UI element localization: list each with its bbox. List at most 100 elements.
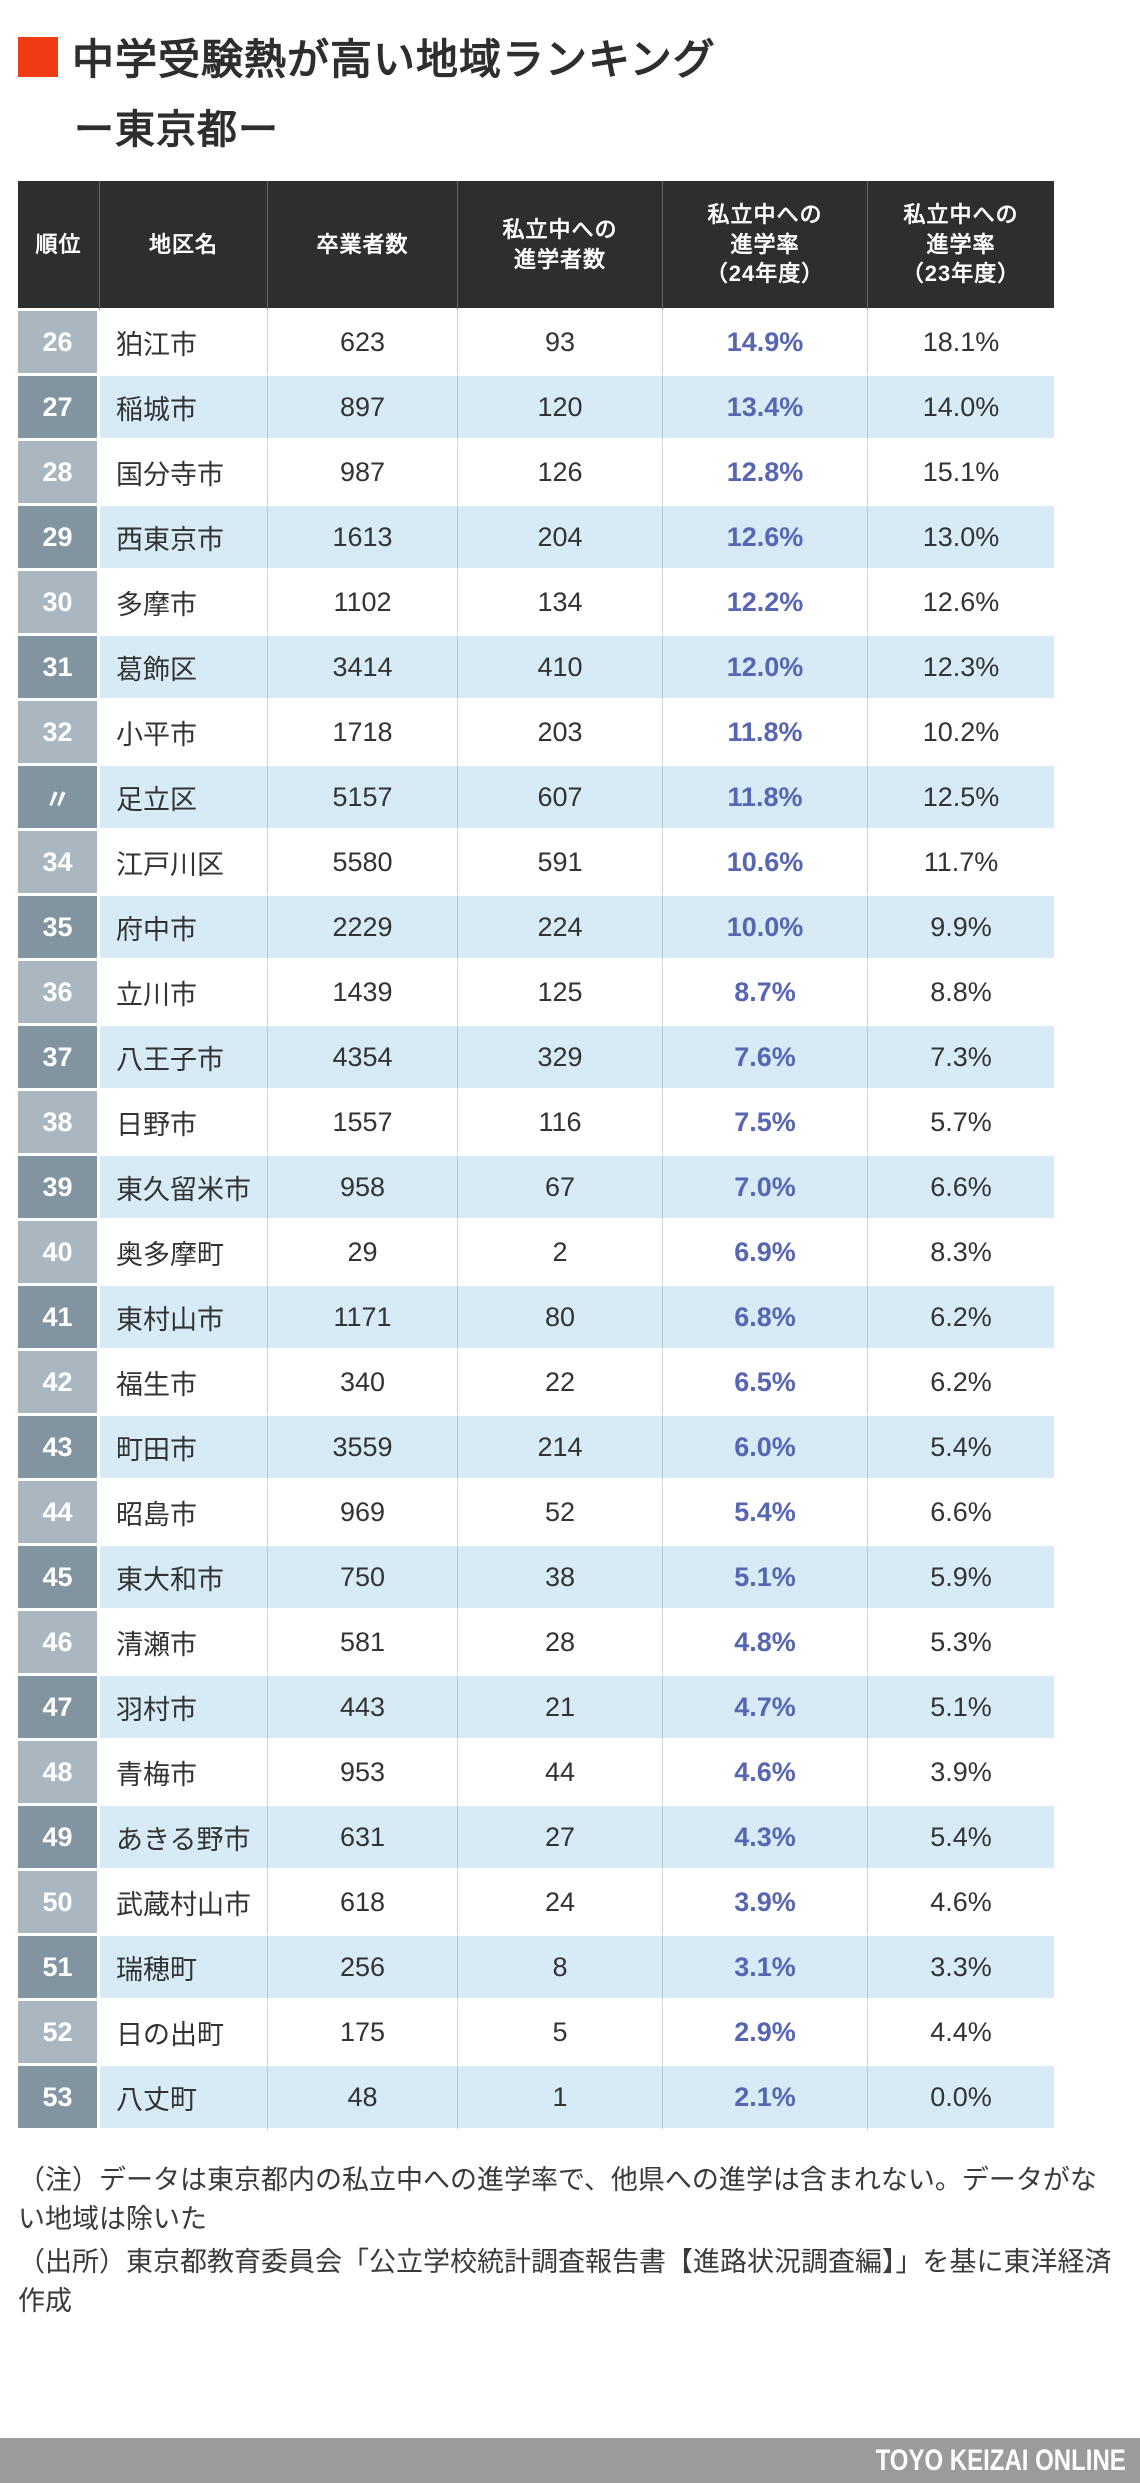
cell-rank: 27 (18, 376, 100, 441)
cell-district: 葛飾区 (100, 636, 268, 701)
cell-rank: 51 (18, 1936, 100, 2001)
cell-graduates: 29 (268, 1221, 458, 1286)
cell-graduates: 897 (268, 376, 458, 441)
cell-rank: 26 (18, 311, 100, 376)
cell-advancers: 22 (458, 1351, 663, 1416)
note-line: （出所）東京都教育委員会「公立学校統計調査報告書【進路状況調査編】」を基に東洋経… (18, 2247, 1112, 2317)
cell-rate23: 14.0% (868, 376, 1054, 441)
cell-advancers: 21 (458, 1676, 663, 1741)
cell-advancers: 591 (458, 831, 663, 896)
cell-rank: 28 (18, 441, 100, 506)
cell-advancers: 126 (458, 441, 663, 506)
cell-rate23: 5.7% (868, 1091, 1054, 1156)
cell-district: あきる野市 (100, 1806, 268, 1871)
cell-rate24: 7.6% (663, 1026, 868, 1091)
cell-rank: 37 (18, 1026, 100, 1091)
cell-rank: 30 (18, 571, 100, 636)
cell-graduates: 4354 (268, 1026, 458, 1091)
cell-graduates: 48 (268, 2066, 458, 2131)
cell-rank: 44 (18, 1481, 100, 1546)
cell-graduates: 2229 (268, 896, 458, 961)
cell-rate24: 6.5% (663, 1351, 868, 1416)
footnotes: （注）データは東京都内の私立中への進学率で、他県への進学は含まれない。データがな… (18, 2161, 1122, 2322)
cell-graduates: 1171 (268, 1286, 458, 1351)
cell-district: 町田市 (100, 1416, 268, 1481)
cell-rank: 40 (18, 1221, 100, 1286)
cell-graduates: 1718 (268, 701, 458, 766)
cell-rank: 49 (18, 1806, 100, 1871)
cell-rank: 50 (18, 1871, 100, 1936)
cell-rate24: 8.7% (663, 961, 868, 1026)
cell-rank: 53 (18, 2066, 100, 2131)
cell-rate23: 8.3% (868, 1221, 1054, 1286)
cell-advancers: 5 (458, 2001, 663, 2066)
cell-rank: 31 (18, 636, 100, 701)
cell-rate24: 12.6% (663, 506, 868, 571)
cell-rate23: 12.5% (868, 766, 1054, 831)
cell-advancers: 2 (458, 1221, 663, 1286)
cell-district: 狛江市 (100, 311, 268, 376)
cell-district: 東村山市 (100, 1286, 268, 1351)
column-header-advancers: 私立中への 進学者数 (458, 181, 663, 311)
cell-district: 昭島市 (100, 1481, 268, 1546)
cell-rank: 36 (18, 961, 100, 1026)
cell-district: 清瀬市 (100, 1611, 268, 1676)
cell-rate24: 6.8% (663, 1286, 868, 1351)
cell-rate24: 10.6% (663, 831, 868, 896)
cell-graduates: 3414 (268, 636, 458, 701)
cell-rate24: 13.4% (663, 376, 868, 441)
column-header-graduates: 卒業者数 (268, 181, 458, 311)
cell-graduates: 958 (268, 1156, 458, 1221)
cell-district: 青梅市 (100, 1741, 268, 1806)
cell-advancers: 120 (458, 376, 663, 441)
cell-rate24: 6.0% (663, 1416, 868, 1481)
cell-graduates: 5580 (268, 831, 458, 896)
column-header-rank: 順位 (18, 181, 100, 311)
cell-rate23: 12.6% (868, 571, 1054, 636)
cell-advancers: 38 (458, 1546, 663, 1611)
cell-district: 東久留米市 (100, 1156, 268, 1221)
footer-bar: TOYO KEIZAI ONLINE (0, 2438, 1140, 2483)
cell-rate23: 15.1% (868, 441, 1054, 506)
cell-rank: 42 (18, 1351, 100, 1416)
cell-graduates: 5157 (268, 766, 458, 831)
cell-graduates: 1102 (268, 571, 458, 636)
cell-rate24: 4.7% (663, 1676, 868, 1741)
cell-graduates: 443 (268, 1676, 458, 1741)
cell-rate23: 18.1% (868, 311, 1054, 376)
cell-rate24: 6.9% (663, 1221, 868, 1286)
cell-district: 日野市 (100, 1091, 268, 1156)
cell-rank: 39 (18, 1156, 100, 1221)
cell-graduates: 1613 (268, 506, 458, 571)
cell-district: 武蔵村山市 (100, 1871, 268, 1936)
cell-rate24: 2.1% (663, 2066, 868, 2131)
cell-rate24: 2.9% (663, 2001, 868, 2066)
cell-district: 日の出町 (100, 2001, 268, 2066)
cell-graduates: 631 (268, 1806, 458, 1871)
cell-advancers: 28 (458, 1611, 663, 1676)
cell-advancers: 1 (458, 2066, 663, 2131)
cell-rank: 47 (18, 1676, 100, 1741)
cell-rank: 29 (18, 506, 100, 571)
cell-rate23: 13.0% (868, 506, 1054, 571)
cell-district: 府中市 (100, 896, 268, 961)
cell-rate24: 4.6% (663, 1741, 868, 1806)
cell-advancers: 329 (458, 1026, 663, 1091)
cell-advancers: 214 (458, 1416, 663, 1481)
cell-graduates: 256 (268, 1936, 458, 2001)
cell-rate24: 7.0% (663, 1156, 868, 1221)
cell-rate24: 12.2% (663, 571, 868, 636)
cell-rate24: 12.0% (663, 636, 868, 701)
cell-rate24: 14.9% (663, 311, 868, 376)
cell-district: 八丈町 (100, 2066, 268, 2131)
cell-advancers: 410 (458, 636, 663, 701)
cell-rate23: 5.1% (868, 1676, 1054, 1741)
cell-advancers: 67 (458, 1156, 663, 1221)
column-header-rate23: 私立中への 進学率 （23年度） (868, 181, 1054, 311)
cell-district: 瑞穂町 (100, 1936, 268, 2001)
cell-advancers: 8 (458, 1936, 663, 2001)
cell-rate24: 3.1% (663, 1936, 868, 2001)
cell-rate24: 5.4% (663, 1481, 868, 1546)
column-header-district: 地区名 (100, 181, 268, 311)
cell-rate23: 11.7% (868, 831, 1054, 896)
